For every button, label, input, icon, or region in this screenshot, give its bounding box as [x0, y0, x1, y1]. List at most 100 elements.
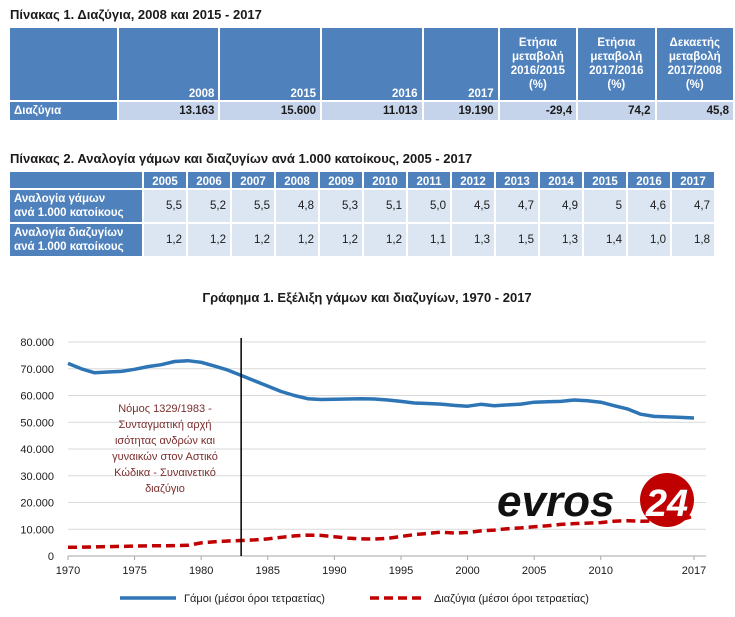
y-tick-label: 60.000 — [20, 391, 54, 403]
x-tick-label: 1995 — [389, 565, 413, 577]
table2-year-header: 2010 — [364, 172, 406, 188]
label-line: ανά 1.000 κατοίκους — [14, 241, 124, 253]
annotation-line: διαζύγιο — [145, 483, 185, 495]
x-tick-label: 1980 — [189, 565, 213, 577]
h-line: 2017/2008 — [667, 65, 722, 77]
table2-cell: 4,7 — [496, 190, 538, 222]
h-line: (%) — [685, 79, 704, 91]
table2-year-header: 2013 — [496, 172, 538, 188]
h-line: Δεκαετής — [669, 37, 720, 49]
table2-year-header: 2017 — [672, 172, 714, 188]
table1-cell: 13.163 — [118, 102, 219, 120]
table2-year-header: 2008 — [276, 172, 318, 188]
table1-cell: 15.600 — [220, 102, 321, 120]
annotation-line: ισότητας ανδρών και — [115, 435, 216, 447]
table2-cell: 4,7 — [672, 190, 714, 222]
table2-cell: 1,8 — [672, 224, 714, 256]
chart-svg: Γράφημα 1. Εξέλιξη γάμων και διαζυγίων, … — [20, 290, 706, 605]
table2-cell: 1,2 — [364, 224, 406, 256]
table1-title: Πίνακας 1. Διαζύγια, 2008 και 2015 - 201… — [10, 7, 262, 22]
table2-cell: 1,4 — [584, 224, 626, 256]
label-line: ανά 1.000 κατοίκους — [14, 207, 124, 219]
table2-cell: 1,5 — [496, 224, 538, 256]
table2-year-header: 2005 — [144, 172, 186, 188]
table2-year-header: 2006 — [188, 172, 230, 188]
y-tick-label: 30.000 — [20, 471, 54, 483]
table2-cell: 1,2 — [144, 224, 186, 256]
table1-corner — [10, 28, 117, 100]
legend-divorces-label: Διαζύγια (μέσοι όροι τετραετίας) — [434, 593, 589, 605]
h-line: (%) — [607, 79, 626, 91]
evros24-logo-circle — [640, 473, 694, 527]
evros24-logo: evros — [497, 477, 614, 526]
table2-year-header: 2009 — [320, 172, 362, 188]
table2-row-label-divorces: Αναλογία διαζυγίων ανά 1.000 κατοίκους — [10, 224, 142, 256]
table2-cell: 5,2 — [188, 190, 230, 222]
table2-year-header: 2014 — [540, 172, 582, 188]
label-line: Αναλογία διαζυγίων — [14, 227, 124, 239]
evros24-logo-number: 24 — [645, 483, 688, 525]
divorces-series-line — [68, 514, 695, 549]
y-tick-label: 40.000 — [20, 444, 54, 456]
h-line: Ετήσια — [597, 37, 636, 49]
line-chart: Γράφημα 1. Εξέλιξη γάμων και διαζυγίων, … — [0, 280, 735, 617]
y-tick-label: 50.000 — [20, 417, 54, 429]
table1-cell: 74,2 — [578, 102, 655, 120]
table2-cell: 4,6 — [628, 190, 670, 222]
table1-cell: 19.190 — [423, 102, 498, 120]
table2-cell: 1,0 — [628, 224, 670, 256]
table1-header-2015: 2015 — [220, 28, 321, 100]
y-tick-label: 0 — [48, 551, 54, 563]
h-line: (%) — [528, 79, 547, 91]
y-tick-label: 80.000 — [20, 337, 54, 349]
table2-year-header: 2011 — [408, 172, 450, 188]
table2-corner — [10, 172, 142, 188]
h-line: μεταβολή — [668, 51, 721, 63]
x-tick-label: 2000 — [455, 565, 479, 577]
table1-header-2017: 2017 — [423, 28, 498, 100]
table1-cell: 45,8 — [656, 102, 733, 120]
table1-header-change-3: Δεκαετής μεταβολή 2017/2008 (%) — [656, 28, 733, 100]
x-tick-label: 1970 — [56, 565, 80, 577]
ratio-table: 2005 2006 2007 2008 2009 2010 2011 2012 2013 2014… — [8, 170, 716, 258]
x-tick-label: 1990 — [322, 565, 346, 577]
x-tick-label: 1985 — [256, 565, 280, 577]
table2-title: Πίνακας 2. Αναλογία γάμων και διαζυγίων … — [10, 151, 473, 166]
table2-cell: 5,5 — [144, 190, 186, 222]
marriages-series-line — [67, 358, 695, 420]
table2-cell: 1,2 — [232, 224, 274, 256]
legend-marriages-label: Γάμοι (μέσοι όροι τετραετίας) — [184, 593, 325, 605]
y-tick-label: 20.000 — [20, 498, 54, 510]
table1-cell: 11.013 — [322, 102, 422, 120]
table1-cell: -29,4 — [499, 102, 577, 120]
table2-cell: 1,1 — [408, 224, 450, 256]
h-line: 2016/2015 — [510, 65, 566, 77]
table2-cell: 4,5 — [452, 190, 494, 222]
x-tick-label: 2010 — [589, 565, 613, 577]
table2-cell: 1,2 — [276, 224, 318, 256]
table2-row-label-marriages: Αναλογία γάμων ανά 1.000 κατοίκους — [10, 190, 142, 222]
table2-cell: 4,9 — [540, 190, 582, 222]
x-tick-label: 2017 — [682, 565, 706, 577]
table1-header-2016: 2016 — [322, 28, 422, 100]
divorces-table: 2008 2015 2016 2017 Ετήσια μεταβολή 2016/2… — [8, 26, 735, 122]
table2-cell: 5,1 — [364, 190, 406, 222]
table1-header-2008: 2008 — [118, 28, 219, 100]
annotation-line: Συνταγματική αρχή — [118, 419, 211, 431]
table2-cell: 4,8 — [276, 190, 318, 222]
table2-year-header: 2016 — [628, 172, 670, 188]
table2-cell: 1,2 — [188, 224, 230, 256]
table2-year-header: 2007 — [232, 172, 274, 188]
table2-year-header: 2015 — [584, 172, 626, 188]
table2-cell: 5,3 — [320, 190, 362, 222]
table1-header-change-2: Ετήσια μεταβολή 2017/2016 (%) — [578, 28, 655, 100]
label-line: Αναλογία γάμων — [14, 193, 106, 205]
h-line: μεταβολή — [590, 51, 643, 63]
h-line: 2017/2016 — [589, 65, 644, 77]
y-tick-label: 10.000 — [20, 524, 54, 536]
table2-cell: 5 — [584, 190, 626, 222]
h-line: μεταβολή — [511, 51, 564, 63]
table2-cell: 1,3 — [452, 224, 494, 256]
h-line: Ετήσια — [518, 37, 557, 49]
chart-title: Γράφημα 1. Εξέλιξη γάμων και διαζυγίων, … — [202, 290, 531, 305]
